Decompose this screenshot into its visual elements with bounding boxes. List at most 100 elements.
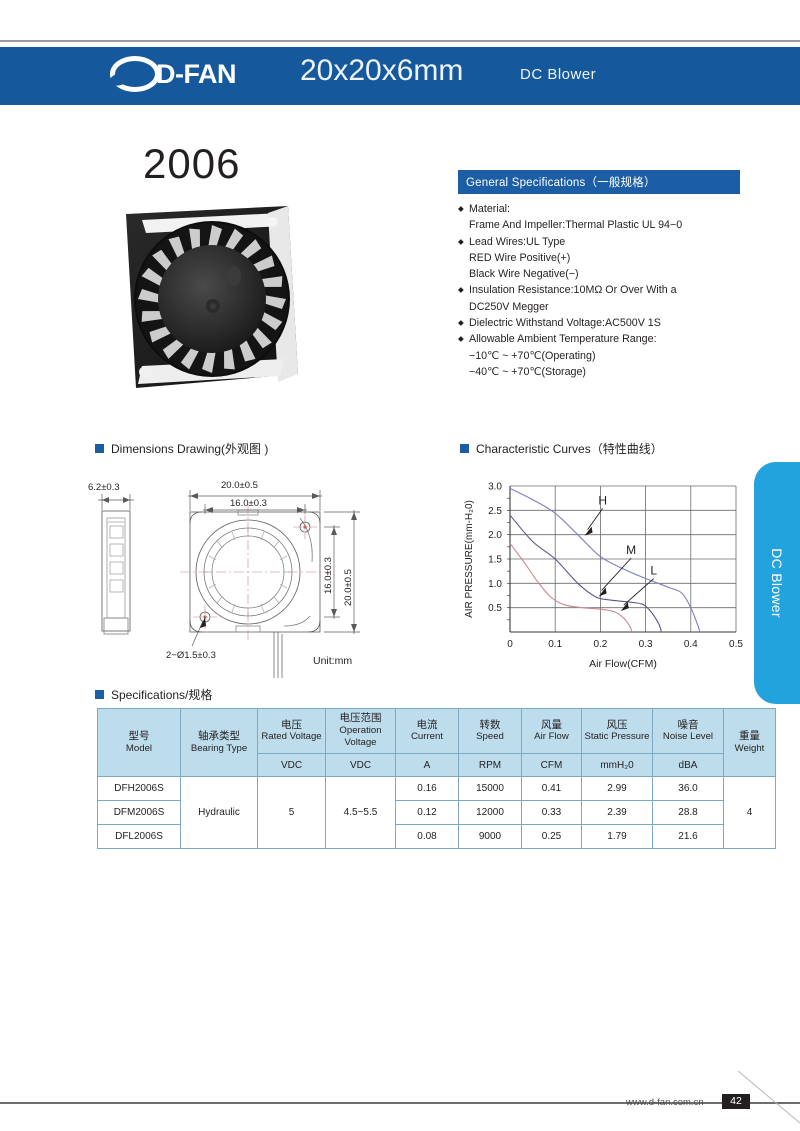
dim-inner-width: 16.0±0.3 (230, 498, 267, 509)
svg-text:3.0: 3.0 (488, 482, 502, 493)
bottom-rule (0, 1102, 800, 1104)
general-specifications-list: Material: Frame And Impeller:Thermal Pla… (458, 201, 740, 380)
section-specs-label: Specifications/规格 (111, 688, 213, 702)
svg-text:M: M (626, 543, 636, 557)
col-speed: 转数 Speed (458, 708, 522, 754)
page-number: 42 (722, 1094, 750, 1109)
side-tab-label: DC Blower (769, 548, 785, 618)
specifications-table: 型号 Model 轴承类型 Bearing Type 电压 Rated Volt… (97, 708, 776, 849)
cell-speed: 15000 (458, 776, 522, 801)
col-model: 型号 Model (97, 708, 181, 777)
dim-outer-width: 20.0±0.5 (221, 480, 258, 491)
spec-table-body: 型号 Model 轴承类型 Bearing Type 电压 Rated Volt… (97, 708, 776, 849)
cell-speed: 9000 (458, 824, 522, 849)
svg-text:0.1: 0.1 (548, 639, 562, 650)
dim-thickness: 6.2±0.3 (88, 482, 120, 493)
top-rule (0, 40, 800, 42)
header-product-type: DC Blower (520, 66, 597, 83)
drawing-unit: Unit:mm (313, 655, 353, 667)
svg-text:0: 0 (507, 639, 513, 650)
general-specifications: General Specifications（一般规格） Material: F… (458, 170, 740, 380)
spec-temp-operating: −10℃ ~ +70℃(Operating) (469, 349, 596, 362)
col-current: 电流 Current (395, 708, 459, 754)
section-dimensions-label: Dimensions Drawing(外观图 ) (111, 442, 269, 456)
svg-text:0.5: 0.5 (488, 603, 502, 614)
svg-text:1.5: 1.5 (488, 555, 502, 566)
bullet-square-icon (95, 690, 104, 699)
spec-material: Material: (458, 201, 740, 218)
unit-rated-voltage: VDC (257, 753, 326, 777)
general-specifications-title: General Specifications（一般规格） (458, 170, 740, 194)
unit-static-pressure: mmH₂0 (581, 753, 653, 777)
cell-air-flow: 0.25 (521, 824, 582, 849)
spec-temp-storage: −40℃ ~ +70℃(Storage) (469, 365, 586, 378)
table-units-row: VDC VDC A RPM CFM mmH₂0 dBA (98, 753, 776, 777)
svg-text:L: L (650, 564, 657, 578)
section-characteristic-curves: Characteristic Curves（特性曲线） (460, 440, 663, 457)
cell-speed: 12000 (458, 800, 522, 825)
cell-rated-voltage: 5 (257, 776, 326, 849)
spec-insulation: Insulation Resistance:10MΩ Or Over With … (458, 282, 740, 299)
product-photo (112, 196, 310, 396)
cell-weight: 4 (723, 776, 776, 849)
cell-noise-level: 28.8 (652, 800, 724, 825)
section-specifications: Specifications/规格 (95, 686, 212, 703)
svg-text:Air Flow(CFM): Air Flow(CFM) (589, 658, 657, 670)
spec-temp-range: Allowable Ambient Temperature Range: (458, 331, 740, 348)
cell-static-pressure: 1.79 (581, 824, 653, 849)
side-tab-dc-blower[interactable]: DC Blower (754, 462, 800, 704)
col-weight: 重量 Weight (723, 708, 776, 777)
brand-name: D-FAN (156, 58, 237, 89)
col-operation-voltage: 电压范围 Operation Voltage (325, 708, 396, 754)
dim-outer-height: 20.0±0.5 (343, 569, 354, 606)
spec-lead-wires: Lead Wires:UL Type (458, 234, 740, 251)
svg-text:0.4: 0.4 (684, 639, 698, 650)
cell-current: 0.16 (395, 776, 459, 801)
model-number: 2006 (143, 140, 241, 187)
cell-operation-voltage: 4.5~5.5 (325, 776, 396, 849)
svg-text:H: H (598, 493, 607, 507)
cell-static-pressure: 2.39 (581, 800, 653, 825)
spec-dielectric: Dielectric Withstand Voltage:AC500V 1S (458, 315, 740, 332)
cell-current: 0.08 (395, 824, 459, 849)
cell-air-flow: 0.33 (521, 800, 582, 825)
col-air-flow: 风量 Air Flow (521, 708, 582, 754)
header-dimensions: 20x20x6mm (300, 54, 464, 87)
page-header-band: D-FAN 20x20x6mm DC Blower (0, 47, 800, 105)
svg-text:2.0: 2.0 (488, 530, 502, 541)
svg-text:1.0: 1.0 (488, 579, 502, 590)
characteristic-curves-chart: 0.5 1.0 1.5 2.0 2.5 3.0 0 0.1 0.2 0.3 0.4 0.5 Air Fl… (458, 470, 746, 685)
unit-speed: RPM (458, 753, 522, 777)
cell-current: 0.12 (395, 800, 459, 825)
svg-text:0.3: 0.3 (639, 639, 653, 650)
footer-url: www.d-fan.com.cn (626, 1097, 704, 1108)
dim-inner-height: 16.0±0.3 (323, 557, 334, 594)
table-header-row: 型号 Model 轴承类型 Bearing Type 电压 Rated Volt… (97, 708, 776, 777)
cell-model: DFH2006S (97, 776, 181, 801)
table-row: DFL2006S 0.08 9000 0.25 1.79 21.6 (97, 824, 776, 849)
bullet-square-icon (460, 444, 469, 453)
col-static-pressure: 风压 Static Pressure (581, 708, 653, 754)
unit-operation-voltage: VDC (325, 753, 396, 777)
svg-text:AIR PRESSURE(mm-H₂0): AIR PRESSURE(mm-H₂0) (464, 500, 475, 618)
table-row: DFH2006S Hydraulic 5 4.5~5.5 0.16 15000 … (97, 776, 776, 849)
unit-current: A (395, 753, 459, 777)
cell-static-pressure: 2.99 (581, 776, 653, 801)
col-bearing-type: 轴承类型 Bearing Type (180, 708, 258, 777)
cell-air-flow: 0.41 (521, 776, 582, 801)
spec-red-wire: RED Wire Positive(+) (469, 251, 571, 264)
fan-ellipse-icon (110, 56, 160, 92)
section-curves-label: Characteristic Curves（特性曲线） (476, 442, 663, 456)
spec-black-wire: Black Wire Negative(−) (469, 268, 579, 281)
unit-air-flow: CFM (521, 753, 582, 777)
unit-noise-level: dBA (652, 753, 724, 777)
corner-decoration (690, 1071, 800, 1131)
cell-noise-level: 36.0 (652, 776, 724, 801)
brand-logo: D-FAN (110, 56, 237, 92)
table-row: DFM2006S 0.12 12000 0.33 2.39 28.8 (97, 800, 776, 825)
dimensions-drawing: 6.2±0.3 (88, 466, 418, 681)
bullet-square-icon (95, 444, 104, 453)
cell-bearing-type: Hydraulic (180, 776, 258, 849)
col-noise-level: 噪音 Noise Level (652, 708, 724, 754)
